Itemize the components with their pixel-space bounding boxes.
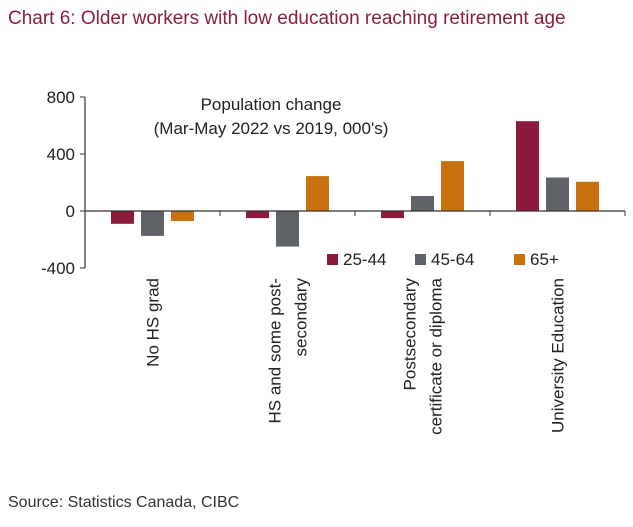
y-ticks-group: 800 400 0 -400 [41,88,85,278]
annotation-line-1: Population change [201,95,342,114]
x-tick-label-cat3: Postsecondary [401,278,420,391]
y-tick-label: 800 [47,88,75,107]
annotation-group: Population change (Mar-May 2022 vs 2019, … [154,95,389,138]
bar-45-64-cat2 [276,211,299,247]
y-tick-label: 0 [66,202,75,221]
x-tick-label-cat2: HS and some post- [266,278,285,424]
bar-65+-cat3 [441,161,464,211]
legend-label-65+: 65+ [530,250,559,269]
legend-swatch-45-64 [415,254,426,265]
x-tick-label-cat1: No HS grad [144,278,163,367]
y-tick-label: 400 [47,145,75,164]
legend-swatch-65+ [514,254,525,265]
legend-label-45-64: 45-64 [431,250,474,269]
bar-25-44-cat2 [246,211,269,219]
x-tick-label-cat3: certificate or diploma [427,277,446,434]
source-note: Source: Statistics Canada, CIBC [8,494,240,511]
bar-65+-cat1 [171,211,194,221]
y-tick-label: -400 [41,259,75,278]
bar-45-64-cat1 [141,211,164,236]
annotation-line-2: (Mar-May 2022 vs 2019, 000's) [154,119,389,138]
x-tick-label-cat2: secondary [292,278,311,357]
bar-25-44-cat3 [381,211,404,219]
legend-label-25-44: 25-44 [343,250,386,269]
bar-65+-cat2 [306,176,329,211]
bar-25-44-cat4 [516,121,539,211]
legend-swatch-25-44 [327,254,338,265]
bars-group [111,121,599,247]
x-labels-group: No HS grad HS and some post-secondary Post… [144,277,568,434]
bar-45-64-cat4 [546,177,569,211]
chart-title: Chart 6: Older workers with low educatio… [8,8,566,29]
x-tick-label-cat4: University Education [549,278,568,433]
bar-65+-cat4 [576,181,599,211]
bar-45-64-cat3 [411,196,434,211]
axes-group [84,97,626,268]
bar-25-44-cat1 [111,211,134,224]
legend-group: 25-44 45-64 65+ [327,250,559,269]
